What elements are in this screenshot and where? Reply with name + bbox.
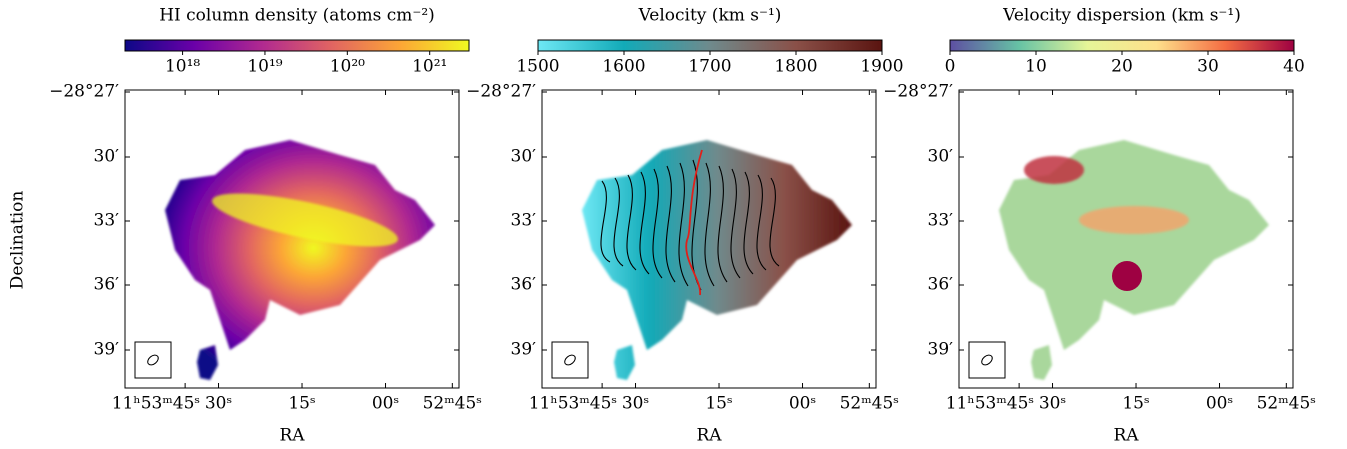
beam-box — [968, 341, 1006, 379]
y-tick-label: 36′ — [928, 275, 954, 295]
contour — [665, 165, 676, 283]
contour — [769, 177, 780, 267]
colorbar-tick-label: 1900 — [860, 57, 903, 77]
patch — [1024, 156, 1084, 184]
y-tick-label: 30′ — [511, 147, 537, 167]
contour — [743, 171, 754, 275]
contour — [717, 165, 728, 283]
colorbar — [124, 39, 470, 52]
colorbar-tick-label: 1700 — [688, 57, 731, 77]
colorbar-tick-label: 10¹⁸ — [165, 57, 200, 77]
x-tick-label: 15ˢ — [1122, 394, 1149, 414]
beam-box — [551, 341, 589, 379]
y-tick-label: −28°27′ — [49, 82, 119, 102]
x-tick-label: 15ˢ — [288, 394, 315, 414]
colorbar — [949, 39, 1295, 52]
colorbar-tick-label: 1800 — [774, 57, 817, 77]
y-tick-label: 39′ — [928, 340, 954, 360]
emission — [165, 140, 435, 380]
x-tick-label: 11ʰ53ᵐ45ˢ — [529, 394, 617, 414]
colorbar-tick-label: 10¹⁹ — [247, 57, 282, 77]
x-tick-label: 30ˢ — [622, 394, 649, 414]
contour-systemic — [685, 149, 703, 296]
contour — [613, 177, 624, 267]
x-axis-label: RA — [1113, 426, 1139, 446]
x-tick-label: 11ʰ53ᵐ45ˢ — [946, 394, 1034, 414]
emission-core — [212, 193, 398, 247]
colorbar-tick-label: 1600 — [602, 57, 645, 77]
frame — [541, 89, 877, 389]
y-tick-label: 33′ — [94, 211, 120, 231]
colorbar-tick-label: 40 — [1283, 57, 1305, 77]
contour — [730, 168, 741, 279]
beam-box — [134, 341, 172, 379]
y-tick-label: 36′ — [94, 275, 120, 295]
x-tick-label: 52ᵐ45ˢ — [840, 394, 899, 414]
contour — [678, 162, 689, 287]
patch — [1079, 206, 1189, 234]
x-tick-label: 30ˢ — [205, 394, 232, 414]
y-tick-label: 33′ — [511, 211, 537, 231]
colorbar-tick-label: 10²⁰ — [330, 57, 365, 77]
patch — [1112, 261, 1142, 291]
contour — [756, 174, 767, 271]
colorbar-label: Velocity (km s⁻¹) — [638, 6, 782, 26]
colorbar-tick-label: 0 — [945, 57, 956, 77]
frame — [958, 89, 1294, 389]
contour — [704, 162, 715, 287]
x-tick-label: 00ˢ — [1206, 394, 1233, 414]
contour — [652, 168, 663, 279]
colorbar-tick-label: 30 — [1197, 57, 1219, 77]
colorbar-label: HI column density (atoms cm⁻²) — [159, 6, 435, 26]
x-tick-label: 52ᵐ45ˢ — [1257, 394, 1316, 414]
x-tick-label: 52ᵐ45ˢ — [423, 394, 482, 414]
x-axis-label: RA — [279, 426, 305, 446]
map — [958, 89, 1294, 389]
y-tick-label: 30′ — [928, 147, 954, 167]
colorbar-tick-label: 10²¹ — [412, 57, 447, 77]
colorbar-tick-label: 1500 — [516, 57, 559, 77]
beam — [564, 354, 576, 366]
y-tick-label: −28°27′ — [466, 82, 536, 102]
x-tick-label: 30ˢ — [1039, 394, 1066, 414]
colorbar-label: Velocity dispersion (km s⁻¹) — [1002, 6, 1241, 26]
contour — [639, 171, 650, 275]
y-tick-label: 39′ — [94, 340, 120, 360]
colorbar-tick-label: 20 — [1111, 57, 1133, 77]
y-axis-label: Declination — [8, 191, 28, 290]
x-tick-label: 00ˢ — [789, 394, 816, 414]
x-axis-label: RA — [696, 426, 722, 446]
map — [541, 89, 877, 389]
beam — [981, 354, 993, 366]
beam — [147, 354, 159, 366]
contour — [600, 180, 611, 263]
frame — [124, 89, 460, 389]
map — [124, 89, 460, 389]
x-tick-label: 11ʰ53ᵐ45ˢ — [112, 394, 200, 414]
x-tick-label: 00ˢ — [372, 394, 399, 414]
contour — [626, 174, 637, 271]
emission — [582, 140, 852, 380]
y-tick-label: 30′ — [94, 147, 120, 167]
y-tick-label: 39′ — [511, 340, 537, 360]
colorbar — [537, 39, 883, 52]
x-tick-label: 15ˢ — [705, 394, 732, 414]
y-tick-label: 33′ — [928, 211, 954, 231]
colorbar-tick-label: 10 — [1025, 57, 1047, 77]
y-tick-label: −28°27′ — [883, 82, 953, 102]
y-tick-label: 36′ — [511, 275, 537, 295]
